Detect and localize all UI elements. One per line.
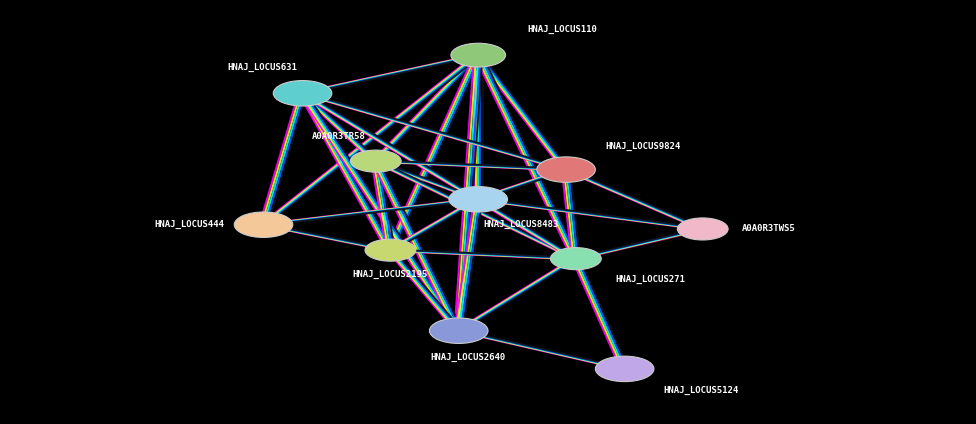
Text: A0A0R3TR58: A0A0R3TR58 <box>312 132 366 141</box>
Circle shape <box>429 318 488 343</box>
Text: HNAJ_LOCUS5124: HNAJ_LOCUS5124 <box>664 385 739 395</box>
Text: HNAJ_LOCUS2195: HNAJ_LOCUS2195 <box>352 270 428 279</box>
Circle shape <box>451 43 506 67</box>
Circle shape <box>677 218 728 240</box>
Circle shape <box>234 212 293 237</box>
Circle shape <box>550 248 601 270</box>
Text: HNAJ_LOCUS631: HNAJ_LOCUS631 <box>227 63 298 73</box>
Text: HNAJ_LOCUS9824: HNAJ_LOCUS9824 <box>605 142 680 151</box>
Circle shape <box>273 81 332 106</box>
Text: HNAJ_LOCUS444: HNAJ_LOCUS444 <box>154 220 224 229</box>
Circle shape <box>365 239 416 261</box>
Circle shape <box>449 187 508 212</box>
Circle shape <box>537 157 595 182</box>
Text: HNAJ_LOCUS271: HNAJ_LOCUS271 <box>615 275 685 285</box>
Text: HNAJ_LOCUS2640: HNAJ_LOCUS2640 <box>430 352 507 362</box>
Text: HNAJ_LOCUS110: HNAJ_LOCUS110 <box>527 25 597 34</box>
Text: HNAJ_LOCUS8483: HNAJ_LOCUS8483 <box>483 220 558 229</box>
Text: A0A0R3TWS5: A0A0R3TWS5 <box>742 224 795 234</box>
Circle shape <box>595 356 654 382</box>
Circle shape <box>350 150 401 172</box>
